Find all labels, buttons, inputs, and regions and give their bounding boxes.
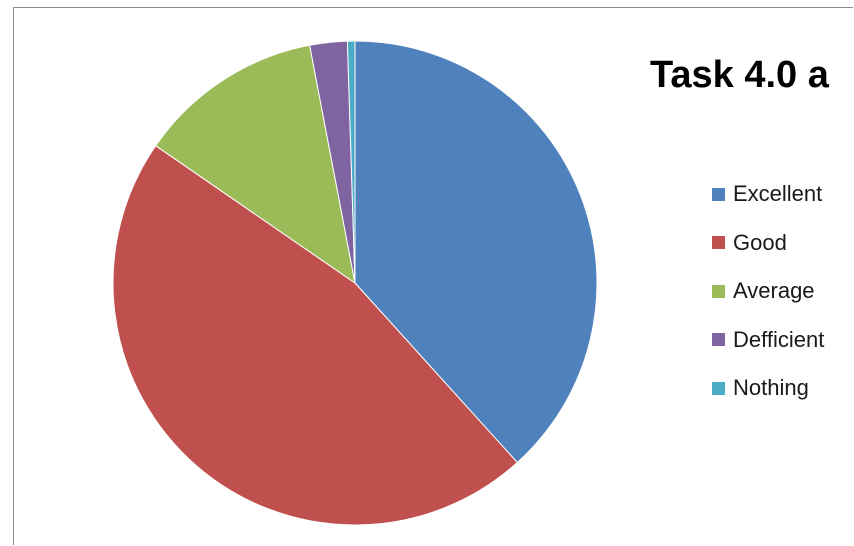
pie-slice-average (155, 44, 356, 285)
legend-item-defficient: Defficient (712, 316, 847, 365)
pie-slices (112, 40, 598, 526)
legend-item-good: Good (712, 219, 847, 268)
legend-swatch (712, 381, 725, 395)
legend-label: Excellent (733, 181, 823, 207)
legend-swatch (712, 284, 725, 298)
chart-title: Task 4.0 a (650, 54, 829, 96)
pie-slice-excellent (354, 40, 598, 464)
legend-item-nothing: Nothing (712, 364, 847, 413)
legend-swatch (712, 236, 725, 250)
pie-slice-nothing (346, 40, 356, 284)
legend-item-average: Average (712, 267, 847, 316)
legend-item-excellent: Excellent (712, 170, 847, 219)
legend-label: Nothing (733, 375, 809, 401)
legend-swatch (712, 187, 725, 201)
legend-label: Defficient (733, 326, 825, 352)
legend: Excellent Good Average Defficient Nothing (712, 170, 847, 413)
legend-label: Good (733, 229, 787, 255)
pie-slice-good (112, 145, 519, 526)
legend-swatch (712, 333, 725, 347)
legend-label: Average (733, 278, 815, 304)
